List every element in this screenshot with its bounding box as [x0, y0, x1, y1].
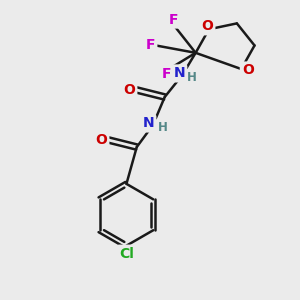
Text: H: H: [158, 121, 167, 134]
Text: F: F: [169, 13, 178, 27]
Text: N: N: [143, 116, 154, 130]
Text: O: O: [95, 133, 107, 147]
Text: F: F: [146, 38, 155, 52]
Text: F: F: [161, 67, 171, 81]
Text: O: O: [242, 64, 254, 77]
Text: O: O: [124, 82, 135, 97]
Text: O: O: [202, 19, 213, 33]
Text: N: N: [174, 66, 185, 80]
Text: Cl: Cl: [119, 247, 134, 261]
Text: H: H: [187, 71, 197, 84]
